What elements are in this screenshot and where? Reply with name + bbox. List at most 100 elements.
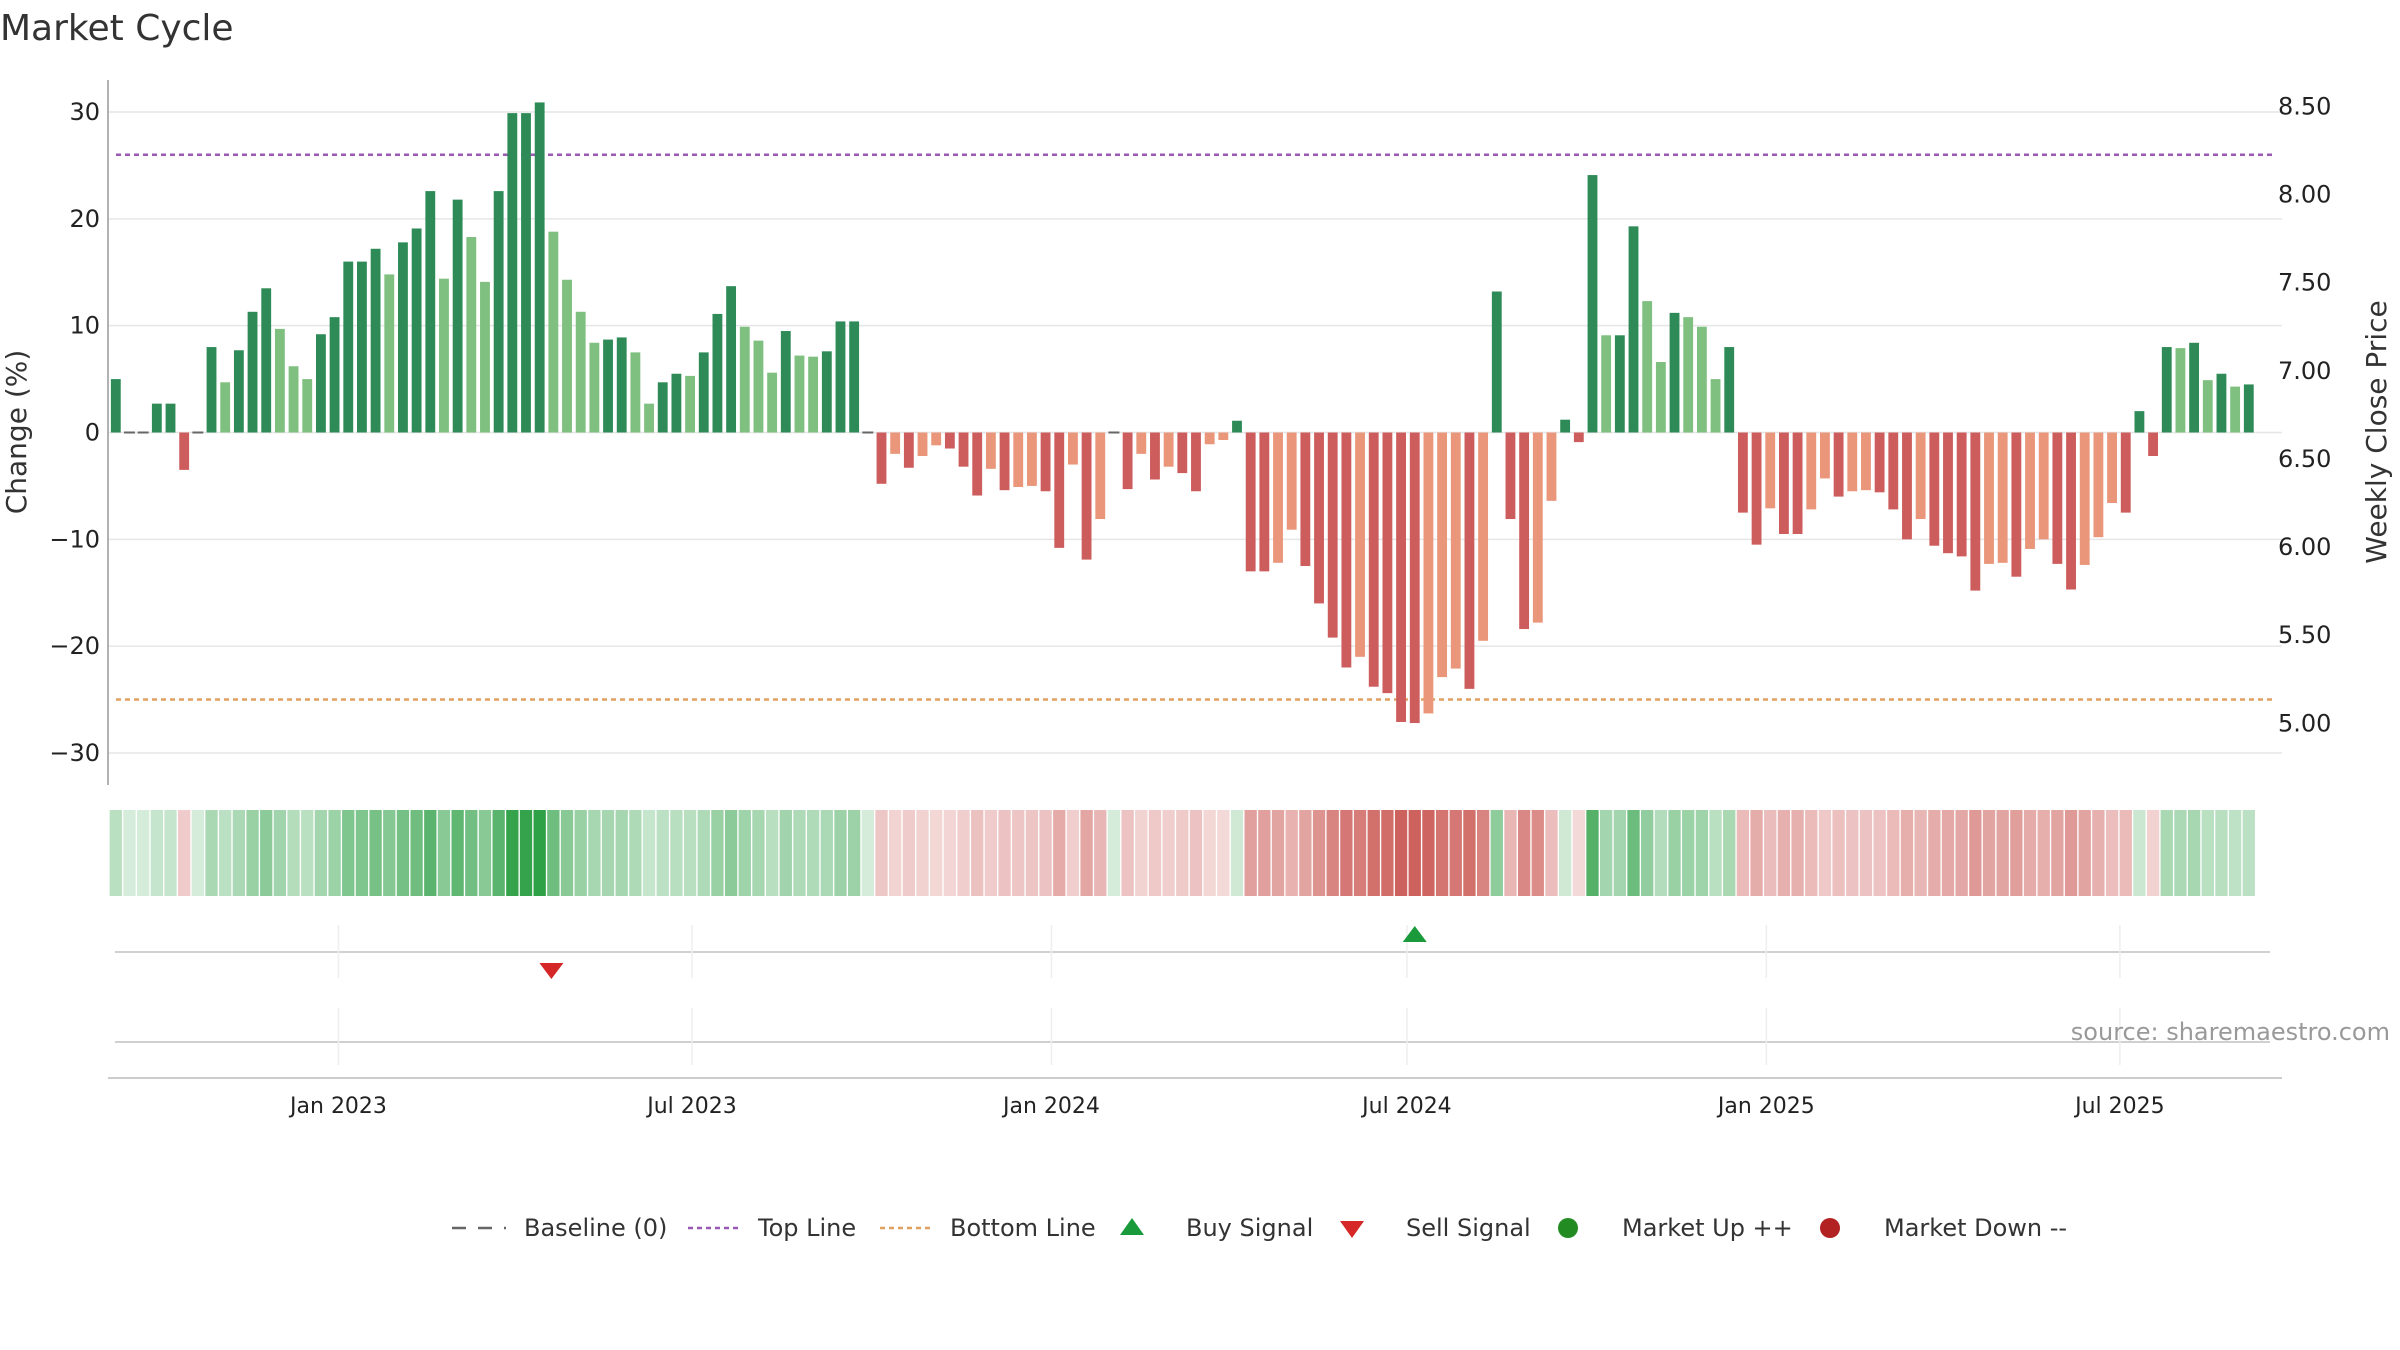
heat-cell: [1312, 810, 1326, 896]
bar: [1710, 379, 1721, 433]
bars: [110, 102, 2254, 724]
y-tick-label: 0: [85, 419, 100, 447]
bar: [261, 288, 272, 433]
heat-cell: [1627, 810, 1640, 896]
heat-cell: [1435, 810, 1449, 896]
bar: [1259, 432, 1270, 572]
bar: [2243, 384, 2254, 433]
market-panel: [115, 1008, 2270, 1065]
bar: [233, 350, 244, 433]
y-axis-ticks: 30 20 10 0 −10 −20 −30: [49, 98, 100, 767]
bar: [1614, 335, 1625, 433]
heat-cell: [861, 810, 874, 896]
heat-cell: [1490, 810, 1503, 896]
bar: [685, 375, 695, 433]
bar: [247, 311, 258, 433]
bar: [1737, 432, 1748, 513]
y2-tick-label: 7.50: [2278, 269, 2331, 297]
bar: [1081, 432, 1092, 560]
y2-axis-title: Weekly Close Price: [2360, 300, 2393, 563]
bar: [1327, 432, 1338, 638]
heat-cell: [191, 810, 205, 896]
bar: [425, 191, 436, 433]
heat-cell: [465, 810, 478, 896]
bar: [1026, 432, 1037, 486]
heat-cell: [1271, 810, 1285, 896]
bar: [972, 432, 983, 496]
heat-cell: [1654, 810, 1668, 896]
heat-cell: [1107, 810, 1121, 896]
y2-tick-label: 8.50: [2278, 92, 2331, 120]
bar: [1150, 432, 1160, 480]
heat-cell: [1203, 810, 1216, 896]
heat-cell: [847, 810, 861, 896]
heat-cell: [1367, 810, 1380, 896]
heat-cell: [1299, 810, 1312, 896]
heat-cell: [1969, 810, 1982, 896]
heat-cell: [1805, 810, 1818, 896]
legend-label: Top Line: [757, 1214, 856, 1242]
bar: [1833, 432, 1844, 497]
heat-cell: [2051, 810, 2064, 896]
heat-cell: [820, 810, 833, 896]
bar: [534, 102, 545, 433]
bar: [931, 432, 942, 446]
source-note: source: sharemaestro.com: [2071, 1018, 2390, 1046]
heat-cell: [1846, 810, 1859, 896]
heat-cell: [875, 810, 888, 896]
bar: [712, 313, 723, 433]
bar: [2175, 348, 2186, 433]
heat-cell: [1545, 810, 1558, 896]
heat-cell: [2092, 810, 2105, 896]
heat-cell: [1682, 810, 1695, 896]
heat-cell: [1176, 810, 1189, 896]
bar: [343, 261, 354, 433]
bar: [466, 237, 477, 433]
heat-cell: [752, 810, 765, 896]
heat-cell: [889, 810, 902, 896]
bar: [452, 199, 463, 433]
heat-cell: [1476, 810, 1490, 896]
bar: [1505, 432, 1516, 520]
bar: [2161, 347, 2172, 433]
heat-cell: [1695, 810, 1709, 896]
bar: [917, 432, 928, 456]
heat-cell: [1422, 810, 1435, 896]
bar: [1683, 317, 1694, 433]
bar: [384, 274, 395, 433]
bar: [370, 248, 381, 433]
bar: [808, 356, 819, 433]
heat-cell: [506, 810, 519, 896]
heat-cell: [410, 810, 423, 896]
heat-cell: [629, 810, 642, 896]
heat-cell: [396, 810, 410, 896]
heat-cell: [2201, 810, 2214, 896]
bar: [876, 432, 887, 484]
bar: [329, 317, 340, 433]
heat-cell: [164, 810, 177, 896]
heat-cell: [1558, 810, 1572, 896]
heat-cell: [779, 810, 792, 896]
bar: [1341, 432, 1352, 668]
heat-cell: [1572, 810, 1585, 896]
bar: [1491, 291, 1502, 433]
bar: [2216, 373, 2227, 433]
legend-label: Market Down --: [1884, 1214, 2067, 1242]
heat-cell: [2146, 810, 2160, 896]
heat-cell: [1982, 810, 1996, 896]
heat-cell: [711, 810, 724, 896]
bar: [507, 113, 518, 433]
heat-cell: [1135, 810, 1148, 896]
bar: [1696, 326, 1707, 433]
bar: [671, 373, 682, 433]
heat-cell: [178, 810, 191, 896]
bar: [411, 228, 422, 433]
legend-market-up-swatch: [1558, 1218, 1578, 1238]
bar: [944, 432, 955, 449]
heat-cell: [656, 810, 669, 896]
heat-cell: [1394, 810, 1408, 896]
heat-cell: [1053, 810, 1066, 896]
heat-cell: [1709, 810, 1722, 896]
heat-cell: [1080, 810, 1093, 896]
heat-cell: [355, 810, 369, 896]
